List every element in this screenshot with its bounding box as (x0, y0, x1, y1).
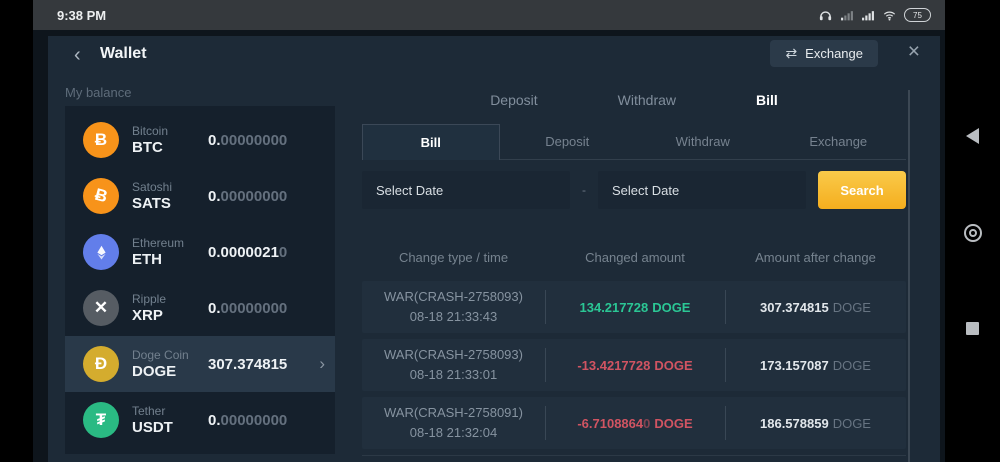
amount-after-cell: 186.578859 DOGE (760, 415, 871, 431)
search-button[interactable]: Search (818, 171, 906, 209)
coin-symbol: SATS (132, 195, 171, 212)
change-type-cell: WAR(CRASH-2758091) 08-18 21:32:04 (384, 404, 523, 440)
change-type-cell: WAR(CRASH-2758093) 08-18 21:33:01 (384, 346, 523, 382)
back-button[interactable]: ‹ (74, 44, 81, 66)
scrollbar[interactable] (908, 90, 910, 462)
column-divider (725, 348, 726, 382)
coin-balance: 0.00000000 (208, 299, 288, 317)
android-nav-bar (945, 0, 1000, 462)
coin-row-eth[interactable]: Ethereum ETH 0.00000210 (65, 224, 335, 280)
close-icon[interactable]: × (907, 40, 920, 63)
coin-name: Bitcoin (132, 124, 169, 138)
amount-after-cell: 307.374815 DOGE (760, 299, 871, 315)
headset-icon (819, 10, 832, 20)
ripple-icon: ✕ (83, 290, 119, 326)
coin-row-doge-selected[interactable]: Đ Doge Coin DOGE 307.374815 › (65, 336, 335, 392)
coin-row-sats[interactable]: Ƀ Satoshi SATS 0.00000000 (65, 168, 335, 224)
amount-after-cell: 173.157087 DOGE (760, 357, 871, 373)
exchange-button[interactable]: ⇄ Exchange (770, 40, 878, 67)
main-tabs: Deposit Withdraw Bill (362, 88, 906, 112)
coin-balance: 307.374815 (208, 355, 288, 373)
bill-rows: WAR(CRASH-2758093) 08-18 21:33:43 134.21… (362, 281, 906, 449)
changed-amount-cell: 134.217728 DOGE (579, 299, 691, 315)
date-from-input[interactable]: Select Date (362, 171, 570, 209)
status-bar: 9:38 PM 75 (33, 0, 945, 30)
coin-name: Ethereum (132, 236, 185, 250)
coin-row-usdt[interactable]: ₮ Tether USDT 0.00000000 (65, 392, 335, 448)
bill-sub-tabs: Bill Deposit Withdraw Exchange (362, 124, 906, 160)
coin-name: Tether (132, 404, 166, 418)
col-header-changed-amount: Changed amount (585, 249, 685, 265)
coin-balance: 0.00000210 (208, 243, 288, 261)
coin-row-xrp[interactable]: ✕ Ripple XRP 0.00000000 (65, 280, 335, 336)
column-divider (725, 406, 726, 440)
date-range-separator: - (582, 183, 586, 197)
tab-deposit[interactable]: Deposit (490, 92, 538, 108)
battery-percent: 75 (913, 10, 922, 20)
wifi-icon (883, 11, 896, 20)
coin-balance: 0.00000000 (208, 187, 288, 205)
bill-table-header: Change type / time Changed amount Amount… (362, 242, 906, 272)
subtab-withdraw[interactable]: Withdraw (675, 134, 730, 149)
row-divider (362, 455, 906, 456)
col-header-amount-after: Amount after change (755, 249, 876, 265)
subtab-exchange[interactable]: Exchange (809, 134, 868, 149)
subtab-deposit[interactable]: Deposit (545, 134, 590, 149)
table-row: WAR(CRASH-2758091) 08-18 21:32:04 -6.710… (362, 397, 906, 449)
page-title: Wallet (100, 45, 147, 62)
coin-row-btc[interactable]: Ƀ Bitcoin BTC 0.00000000 (65, 112, 335, 168)
nav-home-icon[interactable] (963, 223, 982, 242)
tether-icon: ₮ (83, 402, 119, 438)
table-row: WAR(CRASH-2758093) 08-18 21:33:01 -13.42… (362, 339, 906, 391)
date-to-input[interactable]: Select Date (598, 171, 806, 209)
date-filter-row: Select Date - Select Date Search (362, 171, 906, 209)
bitcoin-icon: Ƀ (83, 122, 119, 158)
coin-symbol: BTC (132, 139, 163, 156)
coin-symbol: ETH (132, 251, 162, 268)
column-divider (545, 290, 546, 324)
subtab-bill[interactable]: Bill (362, 124, 500, 160)
changed-amount-cell: -13.4217728 DOGE (577, 357, 693, 373)
ethereum-icon (83, 234, 119, 270)
coin-symbol: USDT (132, 419, 173, 436)
tab-bill[interactable]: Bill (756, 92, 778, 108)
column-divider (545, 348, 546, 382)
coin-balance-panel: Ƀ Bitcoin BTC 0.00000000 Ƀ Satoshi SATS … (65, 106, 335, 454)
my-balance-label: My balance (65, 85, 132, 100)
battery-icon: 75 (904, 8, 931, 22)
signal-sim2-icon (862, 10, 874, 20)
coin-symbol: XRP (132, 307, 163, 324)
wallet-modal: ‹ Wallet ⇄ Exchange × My balance Ƀ Bitco… (48, 36, 940, 462)
satoshi-icon: Ƀ (83, 178, 119, 214)
dogecoin-icon: Đ (83, 346, 119, 382)
column-divider (545, 406, 546, 440)
exchange-arrows-icon: ⇄ (785, 45, 798, 61)
table-row: WAR(CRASH-2758093) 08-18 21:33:43 134.21… (362, 281, 906, 333)
exchange-button-label: Exchange (805, 46, 863, 61)
page-background: ‹ Wallet ⇄ Exchange × My balance Ƀ Bitco… (33, 30, 992, 462)
col-header-change-type: Change type / time (398, 249, 509, 265)
status-icons: 75 (818, 8, 931, 23)
coin-balance: 0.00000000 (208, 131, 288, 149)
coin-name: Satoshi (132, 180, 173, 194)
changed-amount-cell: -6.71088640 DOGE (577, 415, 693, 431)
chevron-right-icon: › (319, 354, 325, 373)
nav-recents-icon[interactable] (966, 321, 979, 335)
signal-sim1-icon (841, 10, 853, 20)
nav-back-icon[interactable] (966, 127, 979, 144)
change-type-cell: WAR(CRASH-2758093) 08-18 21:33:43 (384, 288, 523, 324)
tab-withdraw[interactable]: Withdraw (617, 92, 677, 108)
clock: 9:38 PM (57, 7, 107, 23)
bill-panel: Deposit Withdraw Bill Bill Deposit Withd… (362, 88, 906, 456)
coin-symbol: DOGE (132, 363, 177, 380)
coin-name: Doge Coin (132, 348, 189, 362)
coin-name: Ripple (132, 292, 167, 306)
coin-balance: 0.00000000 (208, 411, 288, 429)
column-divider (725, 290, 726, 324)
